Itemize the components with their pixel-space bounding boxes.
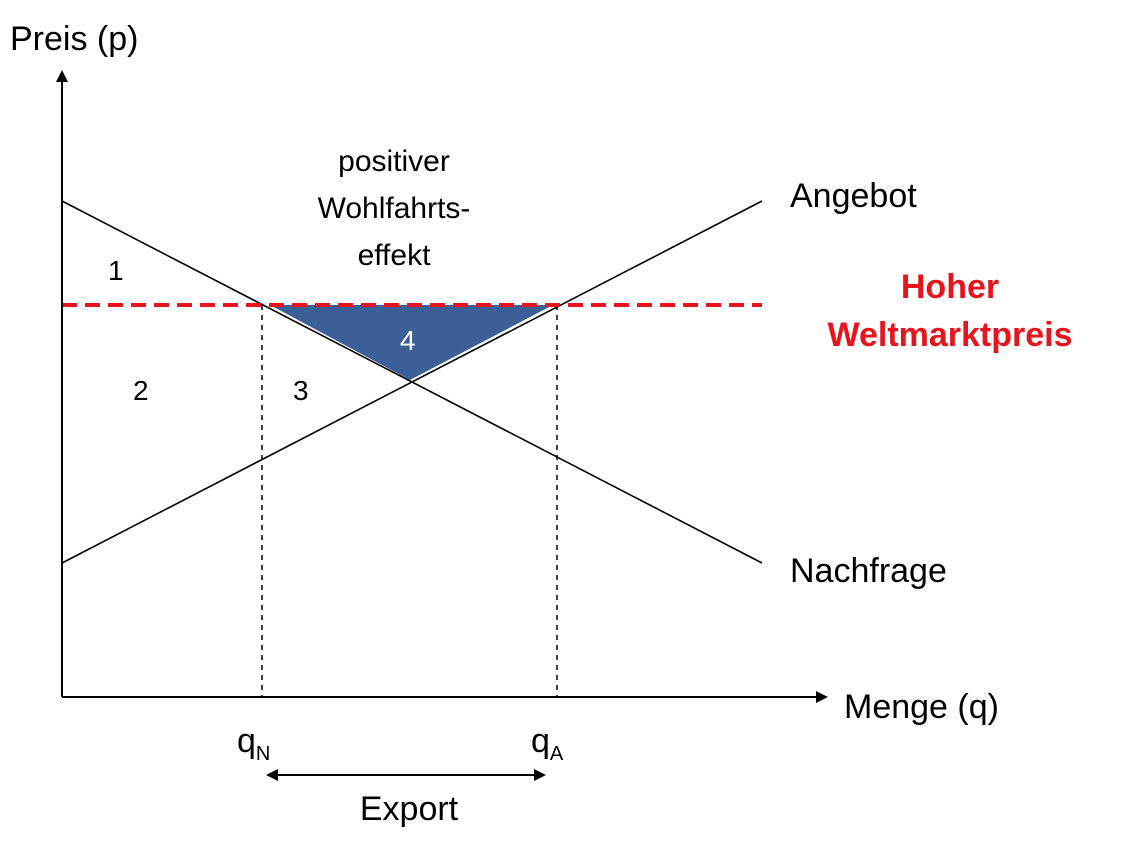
demand-label: Nachfrage: [790, 552, 947, 590]
export-label: Export: [360, 790, 459, 828]
welfare-annotation-line3: effekt: [358, 239, 431, 272]
region-1-label: 1: [108, 255, 124, 286]
region-2-label: 2: [133, 375, 149, 406]
world-price-label-line1: Hoher: [901, 268, 999, 306]
region-4-label: 4: [400, 325, 416, 356]
welfare-annotation-line2: Wohlfahrts-: [318, 192, 471, 225]
qA-subscript: A: [550, 743, 564, 765]
region-3-label: 3: [293, 375, 309, 406]
qN-subscript: N: [256, 743, 270, 765]
qA-label: qA: [531, 722, 564, 765]
y-axis-label: Preis (p): [10, 20, 138, 58]
supply-curve: [61, 200, 763, 564]
world-price-label-line2: Weltmarktpreis: [827, 316, 1072, 354]
welfare-gain-region-4: [270, 305, 553, 380]
supply-label: Angebot: [790, 177, 917, 215]
welfare-annotation-line1: positiver: [338, 145, 450, 178]
qA-base: q: [531, 722, 550, 760]
qN-base: q: [237, 722, 256, 760]
qN-label: qN: [237, 722, 270, 765]
x-axis-label: Menge (q): [844, 688, 999, 726]
